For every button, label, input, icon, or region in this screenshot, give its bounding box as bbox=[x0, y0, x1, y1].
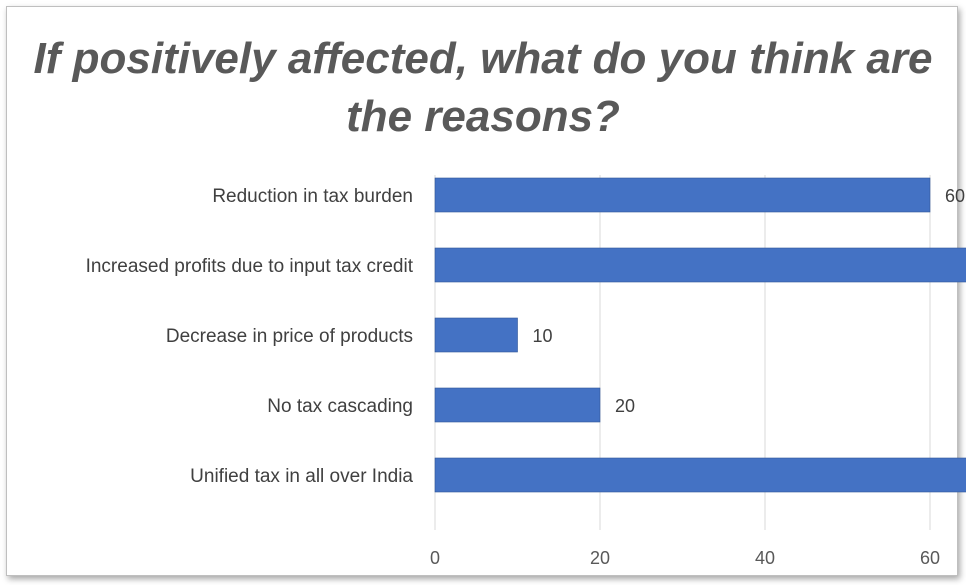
x-tick-label: 40 bbox=[755, 548, 775, 568]
x-tick-labels: 020406080100120 bbox=[430, 548, 940, 568]
category-label: No tax cascading bbox=[267, 396, 413, 417]
bar bbox=[434, 457, 966, 493]
bar bbox=[434, 247, 966, 283]
data-label: 60 bbox=[945, 186, 965, 206]
category-label: Unified tax in all over India bbox=[190, 466, 413, 487]
x-tick-label: 20 bbox=[590, 548, 610, 568]
x-tick-label: 0 bbox=[430, 548, 440, 568]
bar bbox=[434, 177, 931, 213]
bar bbox=[434, 387, 601, 423]
chart-title: If positively affected, what do you thin… bbox=[33, 34, 933, 141]
category-labels: Reduction in tax burden Increased profits… bbox=[86, 186, 414, 487]
category-label: Decrease in price of products bbox=[166, 326, 413, 347]
category-label: Increased profits due to input tax credi… bbox=[86, 256, 414, 277]
data-label: 10 bbox=[533, 326, 553, 346]
category-label: Reduction in tax burden bbox=[212, 186, 413, 207]
bars bbox=[434, 177, 966, 493]
value-labels: 6065102097.5 bbox=[533, 186, 966, 416]
bar bbox=[434, 317, 518, 353]
data-label: 20 bbox=[615, 396, 635, 416]
x-tick-label: 60 bbox=[920, 548, 940, 568]
